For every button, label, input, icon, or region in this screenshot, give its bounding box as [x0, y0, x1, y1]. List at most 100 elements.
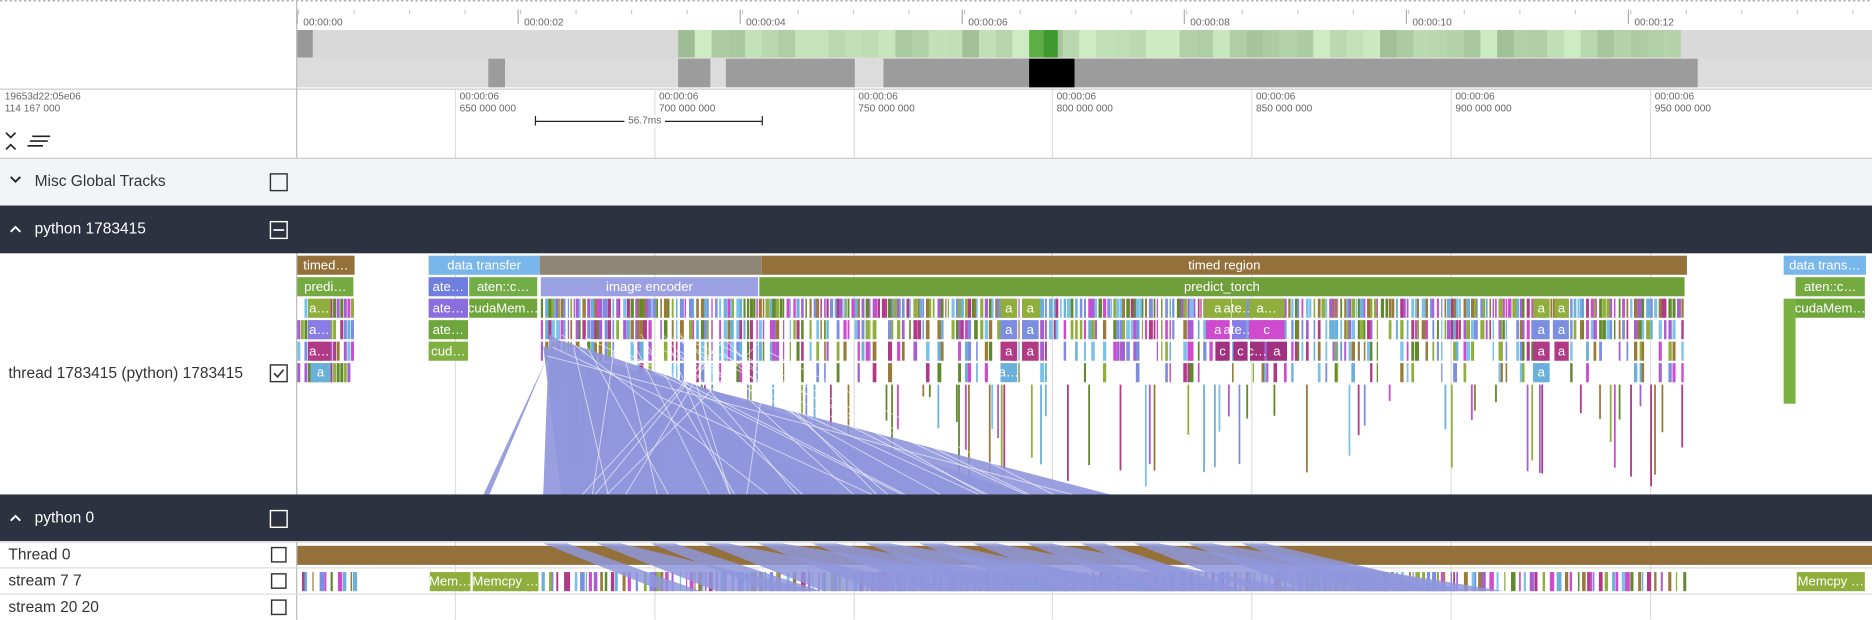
overview-cell — [1630, 30, 1648, 58]
slice-sliver — [630, 298, 634, 318]
slice-sliver — [1411, 341, 1415, 361]
slice-sliver — [747, 341, 750, 361]
slice-sliver — [1197, 363, 1200, 383]
slice-sliver — [719, 298, 722, 318]
slice-drop — [1030, 384, 1033, 458]
slice-sliver — [1357, 341, 1360, 361]
slice-drop — [801, 384, 803, 422]
track-name[interactable]: Misc Global Tracks — [35, 173, 166, 190]
slice-sliver — [980, 298, 984, 318]
slice-sliver — [1122, 341, 1125, 361]
slice-sliver — [997, 298, 1001, 318]
track-name[interactable]: python 0 — [35, 509, 95, 526]
slice-sliver — [861, 341, 865, 361]
collapse-icon[interactable] — [10, 225, 21, 233]
expand-icon[interactable] — [10, 176, 21, 184]
slice — [1000, 341, 1018, 361]
slice-sliver — [913, 298, 918, 318]
slice-label: a — [1005, 300, 1013, 315]
slice-sliver — [1301, 341, 1304, 361]
overview-cell — [1012, 30, 1030, 58]
slice-sliver — [594, 298, 597, 318]
slice-sliver — [637, 341, 640, 361]
slice-sliver — [869, 298, 871, 318]
slice-sliver — [556, 572, 559, 592]
checkbox[interactable] — [269, 364, 288, 383]
slice-label: timed region — [1188, 257, 1260, 272]
slice-sliver — [626, 320, 630, 340]
slice-sliver — [343, 298, 347, 318]
slice-sliver — [1103, 298, 1107, 318]
slice-sliver — [1283, 363, 1287, 383]
sort-icon[interactable] — [27, 135, 51, 147]
slice-sliver — [1332, 320, 1335, 340]
track-name[interactable]: python 1783415 — [35, 221, 146, 238]
slice-sliver — [847, 320, 850, 340]
slice-sliver — [1658, 320, 1662, 340]
slice-sliver — [660, 320, 662, 340]
time-tick-label: 900 000 000 — [1455, 104, 1512, 115]
slice-sliver — [897, 320, 901, 340]
slice-sliver — [1638, 572, 1642, 592]
slice — [759, 277, 1685, 297]
slice-sliver — [1489, 572, 1494, 592]
slice-sliver — [1306, 298, 1309, 318]
slice-sliver — [1348, 298, 1351, 318]
slice-sliver — [1463, 298, 1467, 318]
collapse-icon[interactable] — [10, 514, 21, 522]
slice-sliver — [1332, 298, 1335, 318]
slice-sliver — [743, 298, 746, 318]
slice-sliver — [1654, 298, 1658, 318]
slice-sliver — [1570, 298, 1573, 318]
slice-sliver — [607, 298, 611, 318]
slice-label: ate… — [1224, 300, 1255, 315]
slice-sliver — [869, 320, 871, 340]
slice-sliver — [1098, 298, 1103, 318]
slice-sliver — [937, 298, 942, 318]
slice — [1783, 255, 1867, 275]
slice-sliver — [1209, 341, 1213, 361]
checkbox[interactable] — [269, 173, 288, 192]
checkbox[interactable] — [270, 573, 287, 589]
slice-sliver — [590, 320, 595, 340]
slice-sliver — [689, 572, 694, 592]
slice-sliver — [1411, 363, 1415, 383]
slice-sliver — [836, 320, 840, 340]
checkbox[interactable] — [270, 546, 287, 563]
checkbox[interactable] — [270, 599, 287, 616]
slice-sliver — [630, 320, 634, 340]
checkbox[interactable] — [269, 509, 288, 529]
slice-sliver — [749, 298, 753, 318]
slice — [1266, 341, 1287, 361]
slice-sliver — [551, 320, 555, 340]
track-name[interactable]: thread 1783415 (python) 1783415 — [8, 365, 243, 382]
collapse-icon[interactable] — [5, 132, 17, 151]
overview-cell — [962, 30, 979, 58]
thread-track: timed… data transfer timed region data tran… — [297, 255, 1867, 495]
track-name[interactable]: Thread 0 — [8, 546, 70, 563]
flow-line — [552, 346, 872, 495]
track-name[interactable]: stream 20 20 — [8, 599, 99, 616]
slice-sliver — [1453, 320, 1457, 340]
overview-block — [725, 58, 855, 88]
slice-sliver — [1668, 320, 1672, 340]
slice-sliver — [1455, 320, 1459, 340]
checkbox[interactable] — [269, 220, 288, 240]
slice-sliver — [1500, 298, 1503, 318]
overview-cell — [1329, 30, 1347, 58]
slice-sliver — [1489, 298, 1491, 318]
slice-sliver — [1668, 341, 1672, 361]
slice — [1795, 277, 1865, 297]
time-tick-label: 00:00:06 — [1455, 92, 1495, 103]
overview-cell — [1580, 30, 1598, 58]
slice-sliver — [1446, 320, 1451, 340]
slice-sliver — [598, 320, 603, 340]
slice-sliver — [679, 572, 682, 592]
slice-sliver — [1474, 320, 1478, 340]
slice-sliver — [1504, 572, 1506, 592]
slice-sliver — [1466, 298, 1471, 318]
slice-sliver — [567, 320, 570, 340]
slice-sliver — [1144, 298, 1148, 318]
track-name[interactable]: stream 7 7 — [8, 573, 81, 590]
slice-sliver — [582, 320, 586, 340]
